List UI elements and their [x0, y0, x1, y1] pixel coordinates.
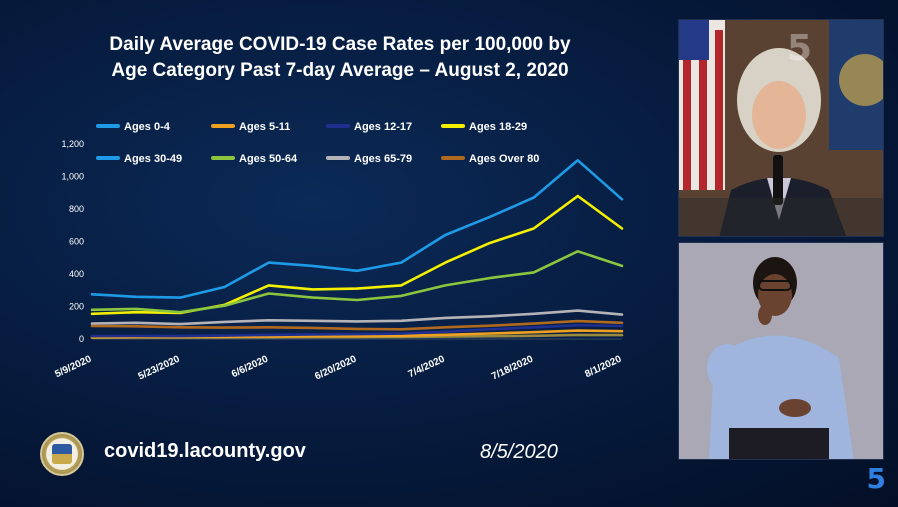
channel-5-logo-icon: 5 [866, 462, 886, 495]
x-tick-label: 5/23/2020 [137, 354, 182, 383]
legend-label: Ages 65-79 [354, 153, 412, 165]
chart-title-line-1: Daily Average COVID-19 Case Rates per 10… [109, 34, 571, 55]
x-tick-label: 7/18/2020 [490, 354, 535, 383]
y-axis: 0 200 400 600 800 1,000 1,200 [61, 139, 622, 344]
x-tick-label: 7/4/2020 [407, 354, 447, 381]
series-line [90, 309, 624, 326]
y-tick-label: 800 [69, 204, 84, 214]
x-tick-label: 6/6/2020 [230, 354, 270, 381]
interpreter-video-frame [679, 243, 883, 459]
legend-label: Ages 5-11 [239, 121, 290, 133]
legend-label: Ages 12-17 [354, 121, 412, 133]
series-line [90, 250, 624, 314]
svg-text:5: 5 [787, 28, 812, 69]
chart-legend: Ages 0-4 Ages 5-11 Ages 12-17 Ages 18-29 Age… [96, 121, 539, 165]
legend-label: Ages 18-29 [469, 121, 527, 133]
speaker-video-feed: 5 [678, 19, 884, 237]
series-line [90, 323, 624, 338]
footer-url: covid19.lacounty.gov [104, 440, 306, 462]
line-chart: Ages 0-4 Ages 5-11 Ages 12-17 Ages 18-29 Age… [53, 121, 624, 383]
y-tick-label: 400 [69, 269, 84, 279]
plot-area [90, 158, 624, 339]
y-tick-label: 600 [69, 237, 84, 247]
sign-language-interpreter-video [678, 242, 884, 460]
series-line [90, 319, 624, 331]
x-tick-label: 5/9/2020 [53, 354, 93, 381]
series-line [90, 194, 624, 316]
legend-label: Ages 30-49 [124, 153, 182, 165]
legend-label: Ages Over 80 [469, 153, 539, 165]
y-tick-label: 1,200 [61, 139, 84, 149]
la-county-seal-icon [40, 432, 84, 476]
series-line [90, 158, 624, 299]
y-tick-label: 0 [79, 334, 84, 344]
footer-date: 8/5/2020 [480, 441, 558, 463]
y-tick-label: 200 [69, 302, 84, 312]
legend-label: Ages 0-4 [124, 121, 171, 133]
x-axis: 5/9/2020 5/23/2020 6/6/2020 6/20/2020 7/4/20… [53, 354, 623, 383]
y-tick-label: 1,000 [61, 172, 84, 182]
x-tick-label: 6/20/2020 [313, 354, 358, 383]
seal-emblem [52, 444, 72, 464]
x-tick-label: 8/1/2020 [583, 354, 623, 381]
legend-label: Ages 50-64 [239, 153, 298, 165]
chart-title: Daily Average COVID-19 Case Rates per 10… [60, 32, 620, 84]
speaker-video-frame: 5 [679, 20, 883, 236]
chart-title-line-2: Age Category Past 7-day Average – August… [111, 60, 569, 81]
